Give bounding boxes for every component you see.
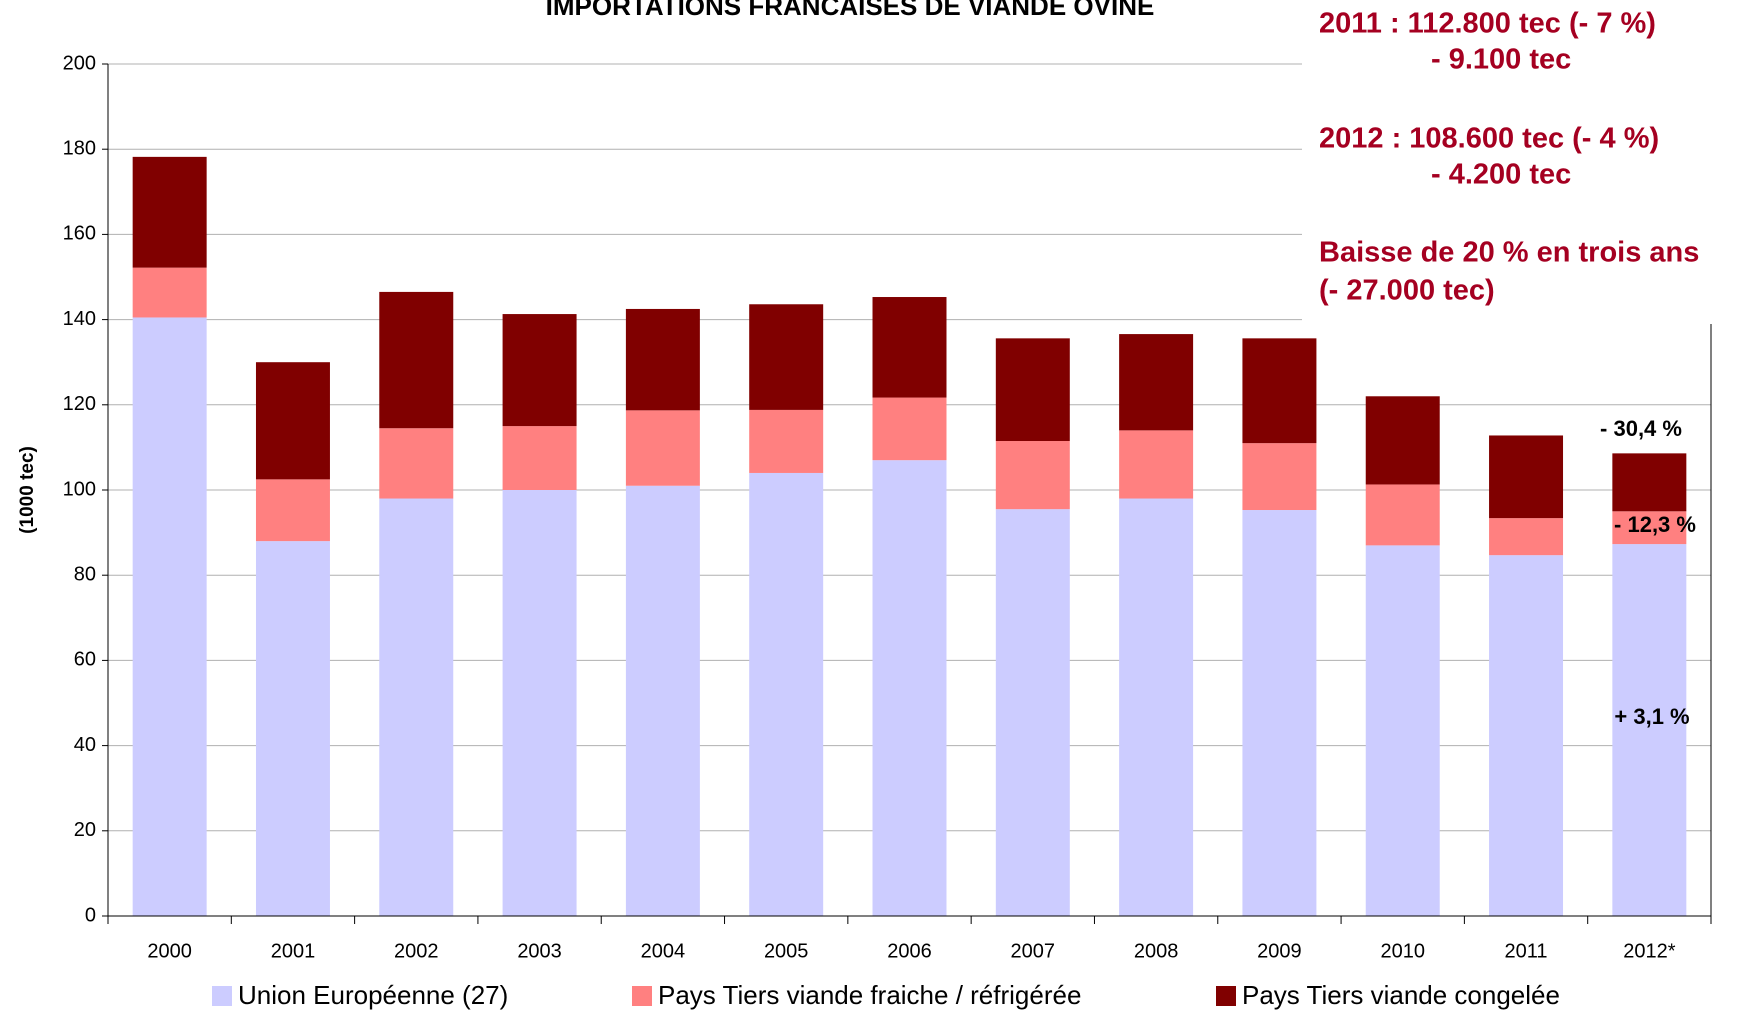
bar-segment — [255, 541, 330, 916]
bar-segment — [132, 317, 207, 917]
bar-segment — [255, 479, 330, 542]
legend-label: Pays Tiers viande fraiche / réfrigérée — [658, 980, 1081, 1010]
bar-segment — [1119, 334, 1194, 431]
bar-segment — [1365, 545, 1440, 916]
bar-annotation: - 12,3 % — [1614, 512, 1696, 537]
bar-segment — [255, 362, 330, 480]
y-tick-label: 200 — [63, 52, 96, 74]
bar-segment — [872, 297, 947, 398]
x-tick-label: 2005 — [764, 940, 809, 962]
bar-segment — [1242, 338, 1317, 444]
summary-text: - 4.200 tec — [1431, 159, 1571, 191]
bar-segment — [132, 156, 207, 268]
summary-text: - 9.100 tec — [1431, 44, 1571, 76]
bar-annotation: - 30,4 % — [1600, 416, 1682, 441]
bar-segment — [502, 426, 577, 490]
bar-segment — [502, 490, 577, 916]
bar-segment — [872, 460, 947, 916]
x-tick-label: 2001 — [271, 940, 316, 962]
x-tick-label: 2004 — [641, 940, 686, 962]
bar-segment — [749, 472, 824, 916]
bar-segment — [1119, 430, 1194, 499]
legend-label: Union Européenne (27) — [238, 980, 508, 1010]
y-tick-label: 120 — [63, 393, 96, 415]
bar-segment — [1612, 453, 1687, 512]
y-tick-label: 100 — [63, 478, 96, 500]
bar-segment — [1489, 435, 1564, 519]
y-tick-label: 80 — [74, 563, 96, 585]
bar-segment — [379, 498, 454, 916]
bar-annotation: + 3,1 % — [1614, 704, 1689, 729]
bar-segment — [749, 304, 824, 410]
bar-segment — [379, 291, 454, 429]
y-tick-label: 20 — [74, 819, 96, 841]
bar-segment — [379, 428, 454, 499]
summary-text: (- 27.000 tec) — [1319, 275, 1495, 307]
bar-segment — [995, 338, 1070, 442]
bar-segment — [132, 267, 207, 318]
y-tick-label: 0 — [85, 904, 96, 926]
x-tick-label: 2007 — [1011, 940, 1056, 962]
bar-segment — [625, 410, 700, 486]
y-tick-label: 180 — [63, 137, 96, 159]
legend-swatch — [1216, 986, 1236, 1006]
y-tick-label: 60 — [74, 649, 96, 671]
bar-segment — [1489, 555, 1564, 916]
summary-background — [1302, 0, 1744, 324]
legend-swatch — [632, 986, 652, 1006]
x-tick-label: 2008 — [1134, 940, 1179, 962]
summary-text: 2012 : 108.600 tec (- 4 %) — [1319, 123, 1659, 155]
bar-segment — [1489, 518, 1564, 556]
x-tick-label: 2002 — [394, 940, 439, 962]
bar-segment — [1119, 498, 1194, 916]
y-axis-label: (1000 tec) — [17, 446, 38, 534]
x-tick-label: 2012* — [1623, 940, 1675, 962]
x-tick-label: 2009 — [1257, 940, 1302, 962]
x-tick-label: 2011 — [1505, 940, 1548, 962]
y-tick-label: 140 — [63, 308, 96, 330]
bar-segment — [995, 441, 1070, 510]
bar-segment — [872, 397, 947, 461]
bar-segment — [625, 485, 700, 916]
bar-segment — [1365, 396, 1440, 485]
x-tick-label: 2000 — [147, 940, 192, 962]
bar-segment — [1612, 544, 1687, 916]
x-tick-label: 2006 — [887, 940, 932, 962]
bar-segment — [1365, 484, 1440, 546]
summary-text: Baisse de 20 % en trois ans — [1319, 237, 1699, 269]
legend-label: Pays Tiers viande congelée — [1242, 980, 1560, 1010]
chart-title: IMPORTATIONS FRANCAISES DE VIANDE OVINE — [546, 0, 1155, 21]
bar-segment — [995, 509, 1070, 916]
bar-segment — [749, 409, 824, 473]
summary-text: 2011 : 112.800 tec (- 7 %) — [1319, 8, 1656, 40]
legend-swatch — [212, 986, 232, 1006]
y-tick-label: 160 — [63, 223, 96, 245]
x-tick-label: 2010 — [1380, 940, 1425, 962]
x-tick-label: 2003 — [517, 940, 562, 962]
y-tick-label: 40 — [74, 734, 96, 756]
bar-segment — [1242, 443, 1317, 511]
bar-segment — [1612, 511, 1687, 545]
bar-segment — [502, 314, 577, 427]
bar-segment — [625, 308, 700, 411]
bar-segment — [1242, 510, 1317, 916]
